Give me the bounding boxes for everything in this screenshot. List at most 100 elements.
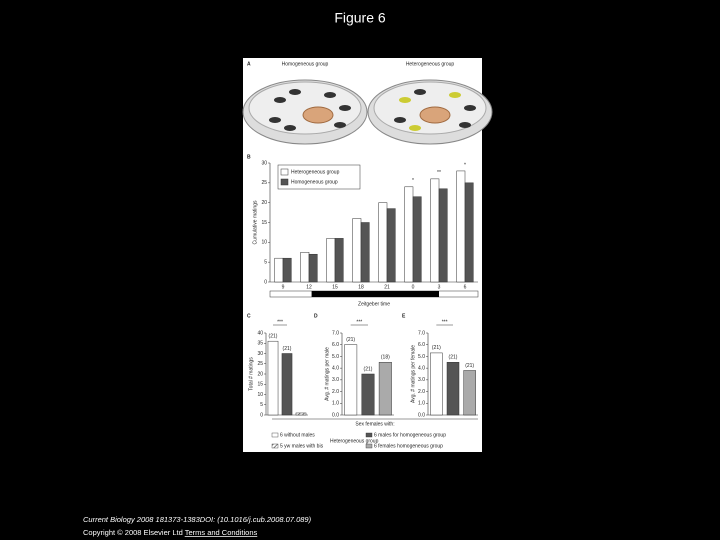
legend-swatch (280, 178, 289, 186)
legend-label: Heterogeneous group (291, 169, 340, 175)
x-tick-label: 12 (306, 284, 312, 290)
bar (360, 222, 370, 283)
bar (308, 253, 318, 283)
y-tick-label: 2.0 (332, 389, 339, 395)
bar (281, 353, 293, 416)
bar (378, 202, 388, 283)
citation: Current Biology 2008 181373-1383DOI: (10… (83, 515, 312, 524)
bar (378, 362, 392, 416)
x-tick-label: 0 (412, 284, 415, 290)
legend-heading: Sex females with: (355, 421, 394, 427)
panel-label: C (247, 313, 251, 319)
dark-bar (311, 291, 439, 297)
legend-item: 5 yw males with bis (280, 443, 324, 449)
bar (300, 252, 310, 283)
y-tick-label: 3.0 (418, 377, 425, 383)
y-tick-label: 5 (260, 402, 263, 408)
y-tick-label: 5.0 (418, 354, 425, 360)
bar (446, 362, 460, 416)
y-tick-label: 5.0 (332, 354, 339, 360)
sample-size: (21) (346, 337, 355, 343)
dish (242, 79, 493, 145)
y-tick-label: 30 (257, 351, 263, 357)
legend-item: 6 males for homogeneous group (374, 432, 446, 438)
y-tick-label: 1.0 (418, 401, 425, 407)
y-tick-label: 6.0 (418, 342, 425, 348)
dish-title: Heterogeneous group (406, 61, 455, 67)
bar (326, 238, 336, 283)
x-tick-label: 6 (464, 284, 467, 290)
sample-size: (21) (465, 363, 474, 369)
panel-label: E (402, 313, 406, 319)
y-axis-label: Cumulative matings (252, 200, 258, 244)
y-tick-label: 1.0 (332, 401, 339, 407)
bar (386, 208, 396, 283)
legend-item: 6 females homogeneous group (374, 443, 443, 449)
x-tick-label: 3 (438, 284, 441, 290)
y-axis-label: Avg. # matings per female (410, 345, 416, 403)
x-axis-label: Zeitgeber time (358, 301, 390, 307)
legend-box (277, 164, 361, 190)
slide-title: Figure 6 (334, 10, 386, 26)
significance: *** (277, 319, 283, 325)
y-tick-label: 6.0 (332, 342, 339, 348)
significance: * (412, 178, 414, 184)
copyright-text: Copyright © 2008 Elsevier Ltd (83, 528, 183, 537)
sample-size: (18) (381, 355, 390, 361)
y-tick-label: 40 (257, 330, 263, 336)
legend-group: Heterogeneous group (330, 438, 379, 444)
y-axis-label: Avg. # matings per male (324, 347, 330, 401)
x-tick-label: 21 (384, 284, 390, 290)
y-tick-label: 3.0 (332, 377, 339, 383)
x-tick-label: 15 (332, 284, 338, 290)
panel-label: D (314, 313, 318, 319)
y-tick-label: 10 (257, 392, 263, 398)
significance: * (464, 162, 466, 168)
x-tick-label: 9 (282, 284, 285, 290)
y-tick-label: 25 (261, 180, 267, 186)
y-tick-label: 4.0 (418, 365, 425, 371)
bar (464, 182, 474, 283)
sample-size: (21) (449, 355, 458, 361)
bar (438, 188, 448, 283)
y-tick-label: 15 (257, 382, 263, 388)
bar (282, 257, 292, 283)
dish-title: Homogeneous group (282, 61, 329, 67)
y-axis-label: Total # matings (248, 357, 254, 391)
bar (274, 257, 284, 283)
y-tick-label: 20 (257, 371, 263, 377)
y-tick-label: 7.0 (418, 330, 425, 336)
bar (352, 218, 362, 283)
y-tick-label: 4.0 (332, 365, 339, 371)
panel-label: A (247, 61, 251, 67)
bar (267, 340, 279, 416)
y-tick-label: 30 (261, 160, 267, 166)
bar (456, 170, 466, 283)
legend-item: 6 without males (280, 432, 315, 438)
y-tick-label: 0.0 (332, 412, 339, 418)
significance: ** (437, 170, 441, 176)
bar (404, 186, 414, 283)
bar (344, 344, 358, 416)
y-tick-label: 10 (261, 240, 267, 246)
sample-size: (21) (283, 346, 292, 352)
bar (412, 196, 422, 283)
terms-link[interactable]: Terms and Conditions (185, 528, 258, 537)
y-tick-label: 2.0 (418, 389, 425, 395)
significance: *** (356, 319, 362, 325)
bar (463, 370, 476, 416)
flies (269, 89, 476, 131)
y-tick-label: 5 (264, 259, 267, 265)
y-tick-label: 7.0 (332, 330, 339, 336)
legend-swatches (271, 432, 373, 449)
y-tick-label: 0.0 (418, 412, 425, 418)
panel-label: B (247, 154, 251, 160)
y-tick-label: 15 (261, 220, 267, 226)
bar (430, 352, 443, 416)
bar (430, 178, 440, 283)
y-tick-label: 0 (264, 279, 267, 285)
x-tick-label: 18 (358, 284, 364, 290)
bar (334, 238, 344, 283)
